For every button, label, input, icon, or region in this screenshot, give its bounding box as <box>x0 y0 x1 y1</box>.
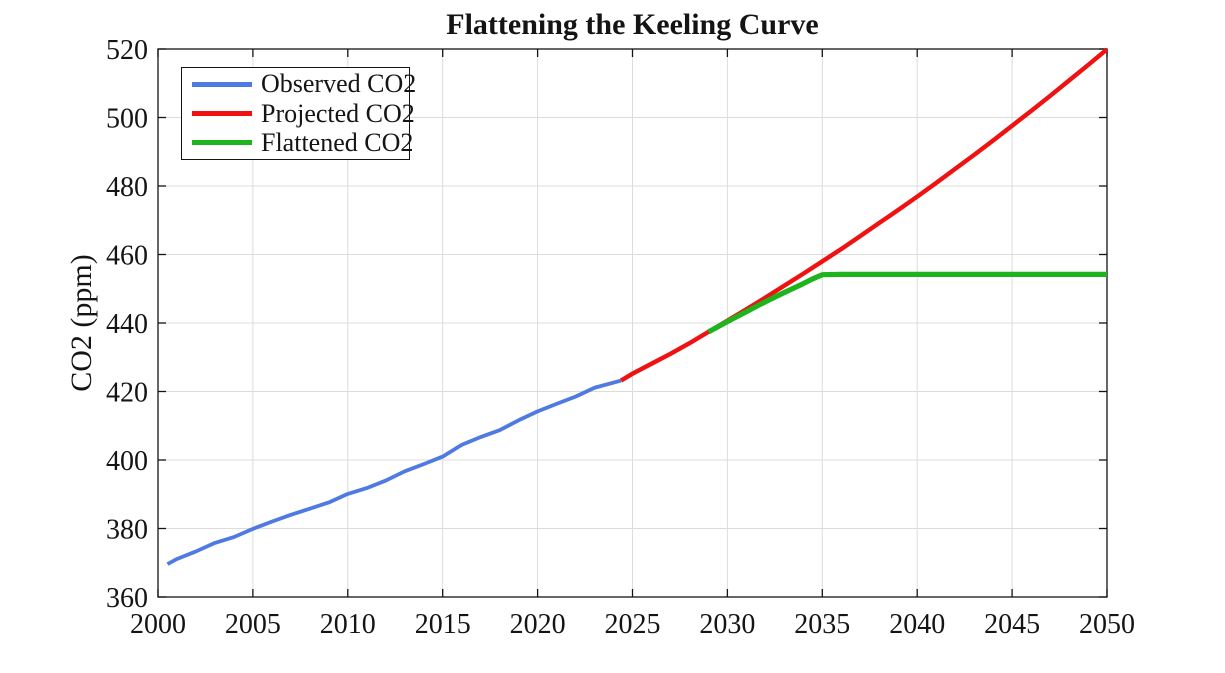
y-tick-label: 520 <box>106 35 148 66</box>
x-tick-label: 2025 <box>605 609 661 640</box>
x-tick-label: 2035 <box>794 609 850 640</box>
x-tick-label: 2005 <box>225 609 281 640</box>
x-tick-label: 2030 <box>699 609 755 640</box>
x-tick-label: 2040 <box>889 609 945 640</box>
chart-title: Flattening the Keeling Curve <box>446 8 819 41</box>
x-tick-label: 2010 <box>320 609 376 640</box>
series-observed-co2 <box>166 378 622 566</box>
y-tick-label: 420 <box>106 378 148 409</box>
y-tick-label: 480 <box>106 172 148 203</box>
legend-label-observed: Observed CO2 <box>261 69 417 99</box>
observed-line-swatch-icon <box>192 81 252 87</box>
y-tick-label: 400 <box>106 446 148 477</box>
x-tick-label: 2050 <box>1079 609 1135 640</box>
legend: Observed CO2 Projected CO2 Flattened CO2 <box>181 67 416 160</box>
x-tick-label: 2045 <box>984 609 1040 640</box>
legend-item-flattened: Flattened CO2 <box>192 129 413 156</box>
x-tick-label: 2020 <box>510 609 566 640</box>
flattened-line-swatch-icon <box>192 140 252 146</box>
legend-item-observed: Observed CO2 <box>192 71 416 97</box>
y-tick-label: 460 <box>106 241 148 272</box>
y-axis-label: CO2 (ppm) <box>65 254 98 392</box>
x-tick-label: 2000 <box>130 609 186 640</box>
series-flattened-co2 <box>707 271 1107 335</box>
legend-label-flattened: Flattened CO2 <box>261 127 414 157</box>
legend-label-projected: Projected CO2 <box>261 98 415 128</box>
projected-line-swatch-icon <box>192 111 252 116</box>
x-tick-label: 2015 <box>415 609 471 640</box>
series-projected-co2 <box>619 47 1109 383</box>
legend-item-projected: Projected CO2 <box>192 100 415 127</box>
y-tick-label: 360 <box>106 583 148 614</box>
y-tick-label: 500 <box>106 104 148 135</box>
y-tick-label: 440 <box>106 309 148 340</box>
y-tick-label: 380 <box>106 515 148 546</box>
